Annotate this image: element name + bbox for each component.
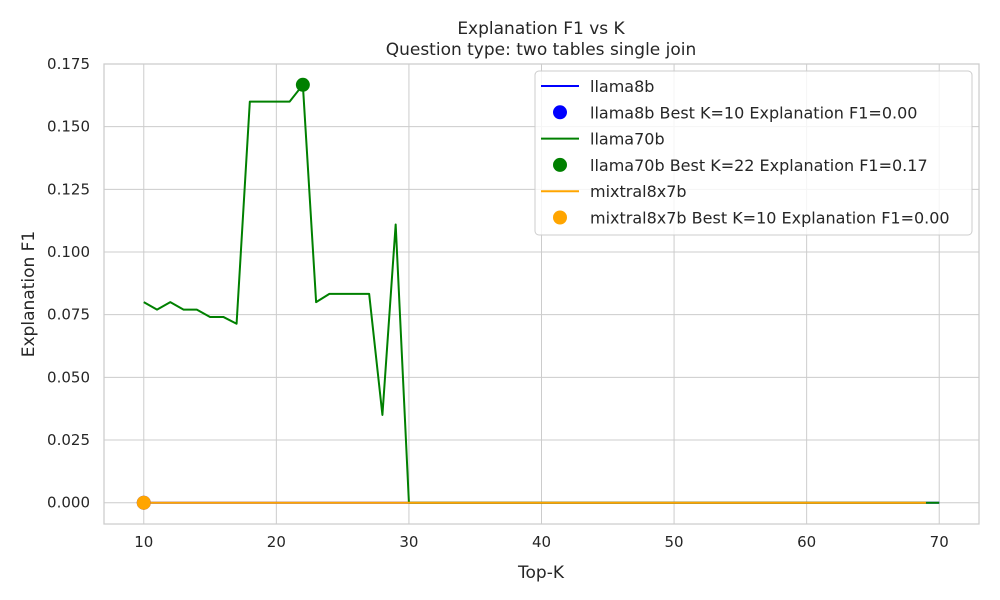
chart-title-line1: Explanation F1 vs K — [457, 19, 625, 39]
legend-marker-swatch — [553, 210, 567, 225]
legend-label: mixtral8x7b — [590, 182, 687, 201]
plot-frame — [103, 63, 980, 525]
y-tick-label: 0.050 — [47, 368, 90, 386]
y-tick-label: 0.000 — [47, 494, 90, 512]
legend-box — [534, 70, 973, 236]
best-point-marker — [295, 77, 310, 92]
y-tick-label: 0.150 — [47, 118, 90, 136]
best-markers — [136, 77, 310, 510]
chart-title-line2: Question type: two tables single join — [386, 40, 697, 60]
legend-label: llama8b — [590, 77, 654, 96]
y-ticks: 0.000 0.025 0.050 0.075 0.100 0.125 0.150 0.175 — [47, 55, 90, 512]
x-ticks: 10 20 30 40 50 60 70 — [134, 533, 949, 551]
x-tick-label: 70 — [930, 533, 949, 551]
y-axis-label: Explanation F1 — [19, 231, 39, 358]
legend-marker-swatch — [553, 105, 567, 120]
y-tick-label: 0.125 — [47, 180, 90, 198]
y-tick-label: 0.075 — [47, 306, 90, 324]
y-tick-label: 0.100 — [47, 243, 90, 261]
legend-marker-swatch — [553, 157, 567, 172]
y-tick-label: 0.175 — [47, 55, 90, 73]
legend-label: llama70b Best K=22 Explanation F1=0.17 — [590, 156, 928, 175]
x-tick-label: 20 — [267, 533, 286, 551]
y-tick-label: 0.025 — [47, 431, 90, 449]
best-point-marker — [136, 495, 151, 510]
series-lines — [143, 83, 940, 504]
legend-label: llama8b Best K=10 Explanation F1=0.00 — [590, 103, 917, 122]
legend-label: llama70b — [590, 130, 665, 149]
legend: llama8b llama8b Best K=10 Explanation F1=… — [534, 70, 973, 236]
x-tick-label: 30 — [399, 533, 418, 551]
x-tick-label: 50 — [665, 533, 684, 551]
x-axis-label: Top-K — [517, 563, 565, 583]
x-tick-label: 60 — [797, 533, 816, 551]
x-tick-label: 10 — [134, 533, 153, 551]
series-line-llama70b — [143, 83, 940, 504]
legend-label: mixtral8x7b Best K=10 Explanation F1=0.0… — [590, 209, 950, 228]
x-tick-label: 40 — [532, 533, 551, 551]
